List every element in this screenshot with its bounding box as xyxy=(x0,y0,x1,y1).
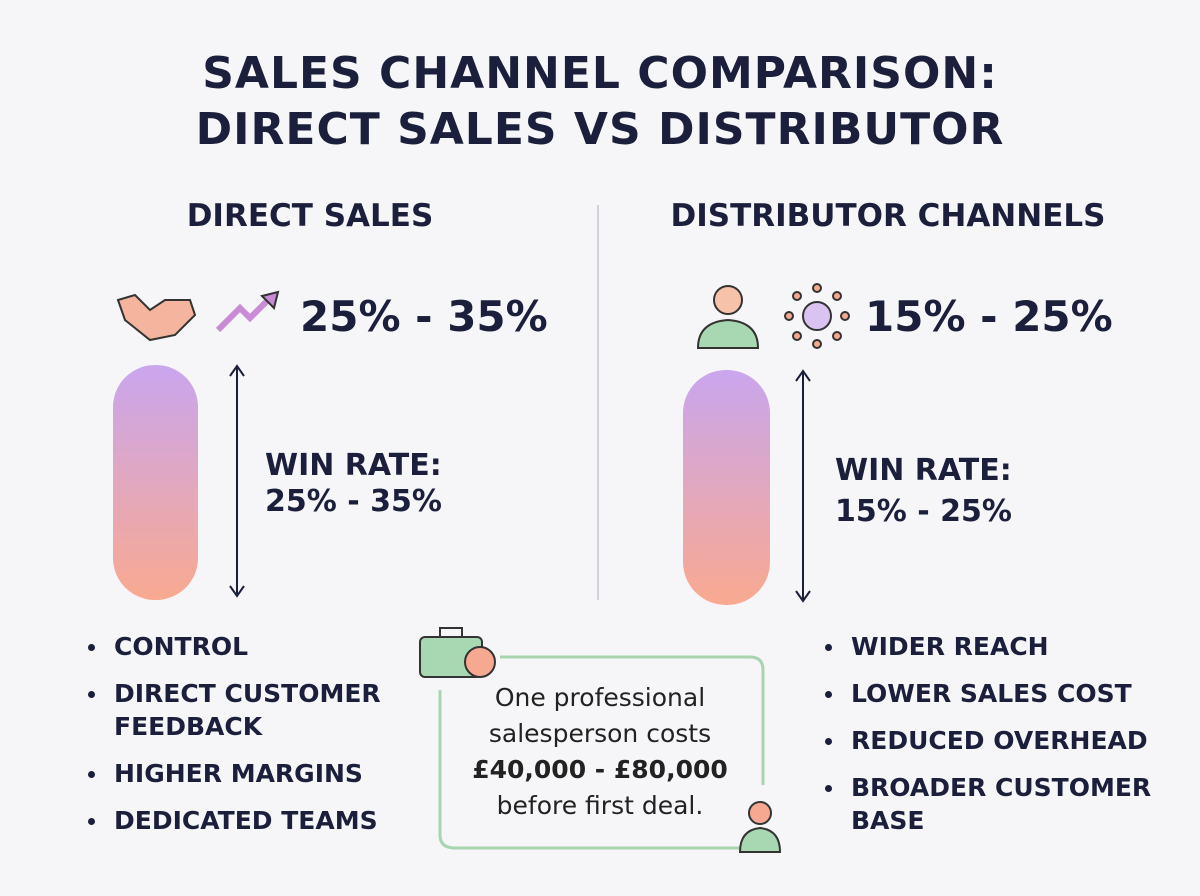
bullet: BROADER CUSTOMER BASE xyxy=(825,771,1155,837)
bullet-list: CONTROL DIRECT CUSTOMER FEEDBACK HIGHER MA… xyxy=(88,630,408,851)
heading: DIRECT SALES xyxy=(186,198,434,234)
title-line: DIRECT SALES VS DISTRIBUTOR xyxy=(195,104,1005,155)
note-line: One professional xyxy=(494,683,706,712)
bullet: DIRECT CUSTOMER FEEDBACK xyxy=(88,677,408,743)
note-line: before first deal. xyxy=(496,791,704,820)
win-rate-label: WIN RATE: xyxy=(265,448,442,483)
note-cost: £40,000 - £80,000 xyxy=(472,755,728,784)
title-line: SALES CHANNEL COMPARISON: xyxy=(202,48,998,99)
range: 15% - 25% xyxy=(865,292,1113,341)
bullet: CONTROL xyxy=(88,630,408,663)
bullet-list: WIDER REACH LOWER SALES COST REDUCED OVERH… xyxy=(825,630,1155,851)
win-rate-label: WIN RATE: xyxy=(835,453,1012,488)
bullet: LOWER SALES COST xyxy=(825,677,1155,710)
bullet: REDUCED OVERHEAD xyxy=(825,724,1155,757)
heading: DISTRIBUTOR CHANNELS xyxy=(670,198,1106,234)
range: 25% - 35% xyxy=(300,292,548,341)
bullet: WIDER REACH xyxy=(825,630,1155,663)
bullet: DEDICATED TEAMS xyxy=(88,804,408,837)
win-rate: 25% - 35% xyxy=(265,484,442,519)
bullet: HIGHER MARGINS xyxy=(88,757,408,790)
note-line: salesperson costs xyxy=(488,719,712,748)
win-rate: 15% - 25% xyxy=(835,494,1012,529)
